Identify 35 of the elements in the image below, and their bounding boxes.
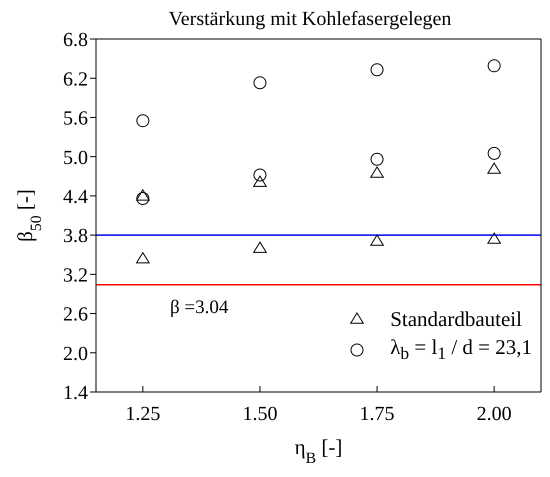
x-tick-label: 1.25 [125,403,160,426]
point [487,232,501,244]
x-tick-label: 1.75 [360,403,395,426]
x-tick-label: 1.50 [242,403,278,426]
point [253,168,266,182]
y-tick-label: 1.4 [63,382,88,404]
ref-line-label: β =3.04 [170,296,229,318]
y-tick-label: 2.0 [63,342,88,365]
point [370,234,384,246]
y-tick-label: 2.6 [63,304,88,326]
x-axis-title: η$_{B}$ [-] [294,435,342,466]
point [136,192,150,206]
point [370,63,384,76]
point [487,162,501,174]
y-tick-label: 3.2 [63,264,88,286]
y-tick-label: 5.0 [63,146,88,169]
y-tick-label: 6.2 [63,68,88,90]
y-tick-label: 5.6 [63,108,88,130]
y-tick-label: 3.8 [63,225,88,248]
point [136,114,150,128]
point [370,166,384,178]
legend-label: Standardbauteil [390,306,522,333]
chart-title: Verstärkung mit Kohlefasergelegen [168,8,452,30]
point [136,252,150,264]
point [253,176,267,187]
point [488,146,501,160]
y-tick-label: 6.8 [63,29,88,52]
y-tick-label: 4.4 [63,186,88,208]
point [253,76,266,90]
point [253,242,267,253]
point [370,152,384,166]
point [136,189,150,201]
x-tick-label: 2.00 [476,403,512,426]
legend-label: λ$_{b}$ = l$_{1}$ / d = 23,1 [390,334,532,365]
point [488,59,501,72]
